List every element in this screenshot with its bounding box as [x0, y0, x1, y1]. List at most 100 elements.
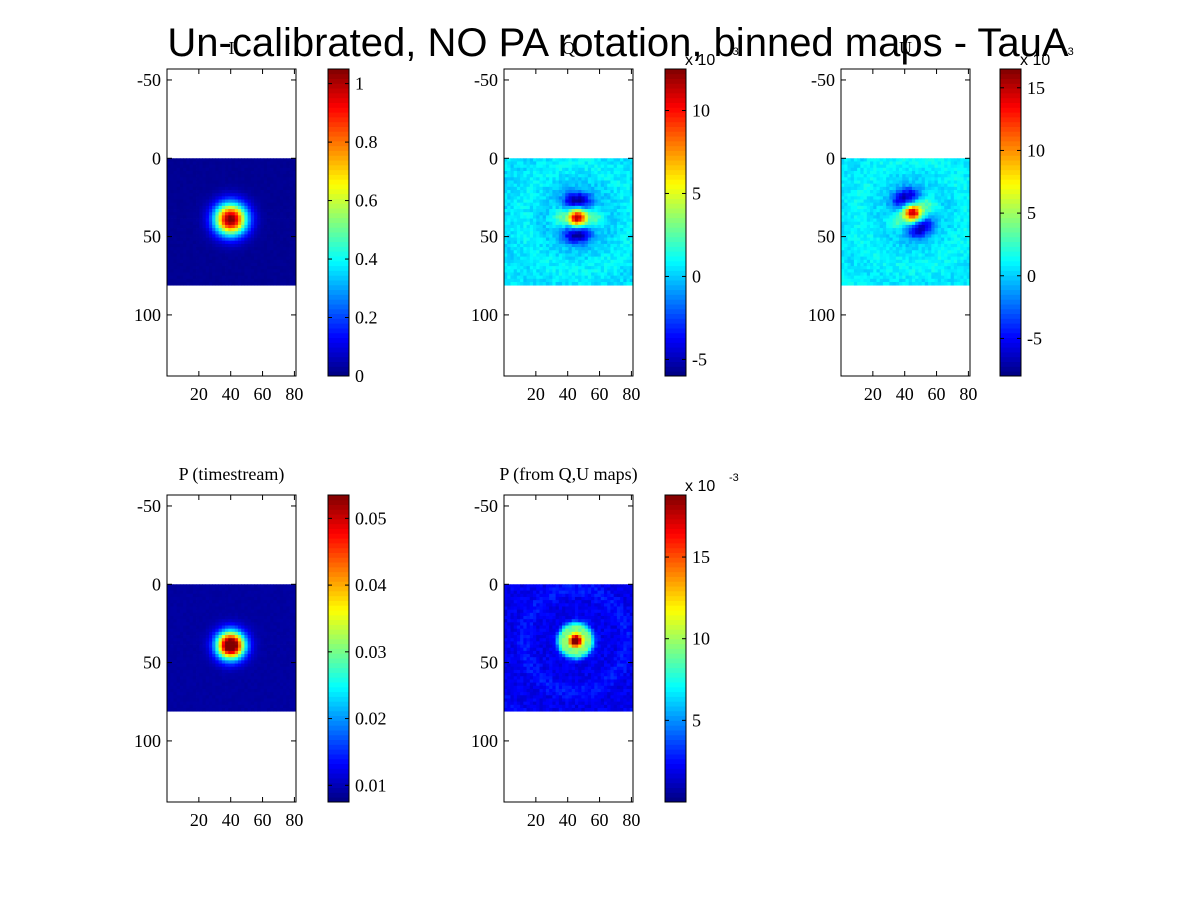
heatmap-cell — [603, 250, 608, 254]
heatmap-cell — [863, 164, 868, 169]
heatmap-cell — [176, 243, 181, 248]
heatmap-cell — [882, 205, 887, 210]
heatmap-cell — [276, 164, 281, 169]
heatmap-cell — [931, 164, 935, 169]
heatmap-cell — [199, 209, 203, 213]
heatmap-cell — [603, 237, 608, 242]
heatmap-cell — [931, 190, 935, 194]
heatmap-cell — [208, 262, 213, 267]
heatmap-cell — [876, 234, 881, 238]
heatmap-cell — [581, 221, 586, 226]
heatmap-cell — [860, 170, 864, 175]
heatmap-cell — [591, 202, 595, 207]
heatmap-cell — [629, 202, 634, 207]
heatmap-cell — [170, 240, 174, 245]
heatmap-cell — [263, 205, 268, 210]
heatmap-cell — [276, 158, 281, 162]
heatmap-cell — [960, 278, 964, 283]
heatmap-cell — [276, 243, 281, 248]
heatmap-cell — [610, 186, 615, 191]
heatmap-cell — [212, 240, 216, 245]
heatmap-cell — [574, 158, 579, 162]
heatmap-cell — [199, 224, 203, 229]
heatmap-cell — [931, 196, 935, 200]
heatmap-cell — [866, 177, 871, 181]
heatmap-cell — [915, 190, 919, 194]
heatmap-cell — [947, 183, 952, 188]
heatmap-cell — [911, 250, 916, 254]
heatmap-cell — [950, 256, 955, 261]
heatmap-cell — [565, 234, 569, 238]
heatmap-cell — [558, 253, 563, 257]
heatmap-cell — [523, 215, 527, 219]
heatmap-cell — [957, 205, 961, 210]
heatmap-cell — [549, 196, 553, 200]
heatmap-cell — [529, 272, 534, 277]
heatmap-cell — [623, 259, 627, 264]
heatmap-cell — [176, 278, 181, 283]
heatmap-cell — [953, 253, 958, 257]
heatmap-cell — [552, 158, 557, 162]
heatmap-cell — [507, 158, 511, 162]
heatmap-cell — [889, 266, 894, 270]
heatmap-cell — [529, 158, 534, 162]
heatmap-cell — [921, 243, 926, 248]
heatmap-cell — [844, 161, 848, 166]
heatmap-cell — [899, 186, 903, 191]
heatmap-cell — [208, 215, 213, 219]
heatmap-cell — [202, 221, 207, 226]
x-tick-label: 20 — [190, 384, 208, 404]
heatmap-cell — [918, 199, 923, 204]
heatmap-cell — [257, 275, 261, 280]
colorbar-segment — [665, 270, 686, 276]
heatmap-cell — [202, 202, 207, 207]
heatmap-cell — [886, 278, 890, 283]
heatmap-cell — [937, 180, 942, 185]
heatmap-cell — [613, 275, 618, 280]
heatmap-cell — [189, 228, 194, 232]
heatmap-cell — [176, 259, 181, 264]
heatmap-cell — [626, 250, 631, 254]
heatmap-cell — [516, 221, 521, 226]
heatmap-cell — [555, 199, 560, 204]
heatmap-cell — [873, 221, 877, 226]
heatmap-cell — [944, 231, 948, 235]
heatmap-cell — [950, 253, 955, 257]
heatmap-cell — [218, 272, 223, 277]
heatmap-cell — [841, 158, 845, 162]
heatmap-cell — [879, 262, 884, 267]
heatmap-cell — [292, 262, 297, 267]
heatmap-cell — [960, 228, 964, 232]
heatmap-cell — [520, 190, 524, 194]
heatmap-cell — [516, 253, 521, 257]
heatmap-cell — [620, 183, 624, 188]
heatmap-cell — [173, 250, 178, 254]
heatmap-cell — [562, 196, 566, 200]
heatmap-cell — [170, 161, 174, 166]
heatmap-cell — [237, 170, 242, 175]
colorbar-tick-label: 0.8 — [355, 132, 378, 152]
heatmap-cell — [179, 190, 184, 194]
heatmap-cell — [902, 231, 906, 235]
heatmap-cell — [283, 278, 287, 283]
heatmap-cell — [950, 250, 955, 254]
heatmap-cell — [260, 234, 265, 238]
heatmap-cell — [167, 193, 171, 197]
heatmap-cell — [507, 240, 511, 245]
heatmap-cell — [857, 240, 861, 245]
heatmap-cell — [167, 231, 171, 235]
heatmap-cell — [899, 259, 903, 264]
heatmap-cell — [594, 186, 598, 191]
heatmap-cell — [607, 243, 611, 248]
heatmap-cell — [892, 164, 897, 169]
heatmap-cell — [584, 158, 589, 162]
heatmap-cell — [215, 275, 219, 280]
heatmap-cell — [231, 158, 236, 162]
heatmap-cell — [950, 174, 955, 178]
heatmap-cell — [953, 205, 958, 210]
heatmap-cell — [202, 190, 207, 194]
heatmap-cell — [250, 228, 255, 232]
heatmap-cell — [886, 247, 890, 251]
heatmap-cell — [202, 193, 207, 197]
heatmap-cell — [186, 164, 190, 169]
